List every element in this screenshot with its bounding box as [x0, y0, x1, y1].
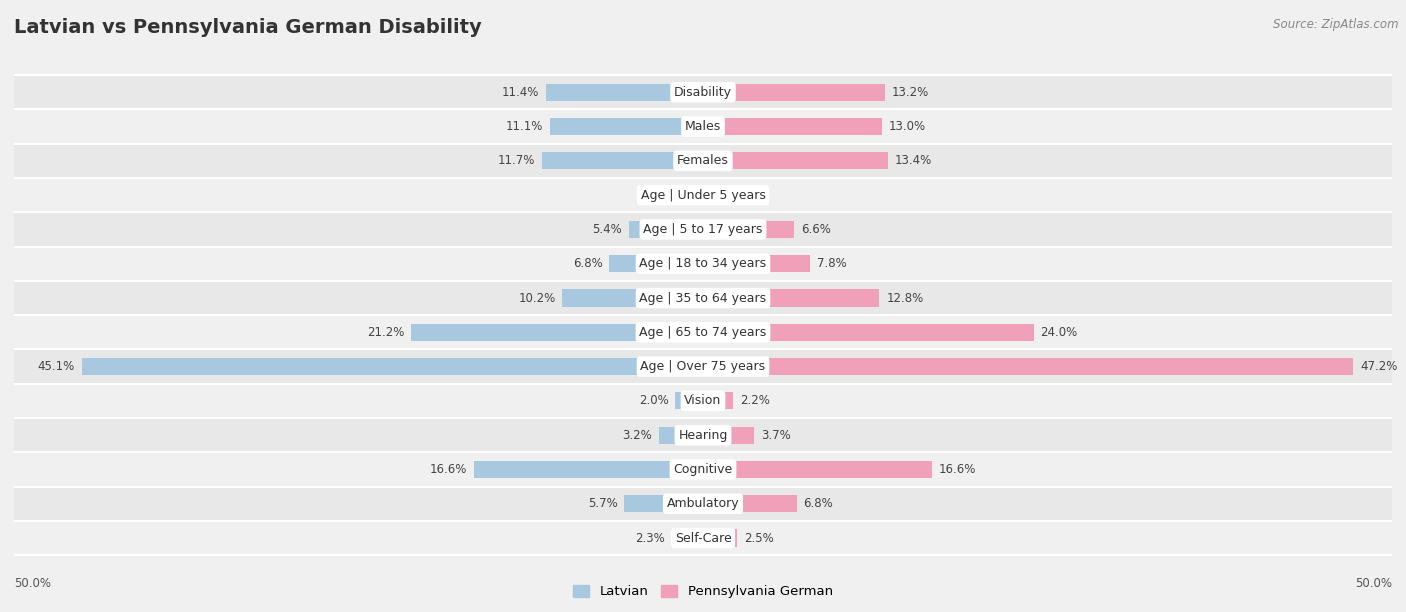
Text: Latvian vs Pennsylvania German Disability: Latvian vs Pennsylvania German Disabilit… [14, 18, 482, 37]
Bar [82, 358, 703, 375]
Text: Age | 35 to 64 years: Age | 35 to 64 years [640, 291, 766, 305]
Bar [671, 529, 703, 547]
Bar [703, 84, 884, 101]
Bar [703, 392, 734, 409]
Bar [703, 255, 810, 272]
Bar [14, 349, 1392, 384]
Bar [14, 418, 1392, 452]
Bar [703, 152, 887, 170]
Text: Self-Care: Self-Care [675, 532, 731, 545]
Bar [659, 427, 703, 444]
Bar [703, 289, 879, 307]
Text: Age | 18 to 34 years: Age | 18 to 34 years [640, 257, 766, 271]
Bar [14, 178, 1392, 212]
Bar [703, 529, 738, 547]
Text: 16.6%: 16.6% [430, 463, 467, 476]
Bar [14, 521, 1392, 555]
Bar [14, 144, 1392, 178]
Text: 11.7%: 11.7% [498, 154, 534, 167]
Bar [541, 152, 703, 170]
Bar [703, 495, 797, 512]
Legend: Latvian, Pennsylvania German: Latvian, Pennsylvania German [568, 580, 838, 603]
Text: 5.4%: 5.4% [592, 223, 621, 236]
Bar [624, 495, 703, 512]
Text: 2.5%: 2.5% [744, 532, 775, 545]
Text: Females: Females [678, 154, 728, 167]
Bar [703, 461, 932, 478]
Bar [14, 212, 1392, 247]
Text: 1.9%: 1.9% [737, 188, 766, 202]
Text: 50.0%: 50.0% [14, 578, 51, 591]
Bar [14, 75, 1392, 110]
Text: Hearing: Hearing [678, 428, 728, 442]
Bar [703, 221, 794, 238]
Bar [703, 427, 754, 444]
Bar [628, 221, 703, 238]
Text: 6.8%: 6.8% [572, 257, 602, 271]
Bar [609, 255, 703, 272]
Bar [675, 392, 703, 409]
Text: 2.2%: 2.2% [740, 394, 770, 408]
Bar [14, 315, 1392, 349]
Text: 13.2%: 13.2% [891, 86, 929, 99]
Text: 5.7%: 5.7% [588, 498, 617, 510]
Text: Age | 5 to 17 years: Age | 5 to 17 years [644, 223, 762, 236]
Bar [546, 84, 703, 101]
Text: Source: ZipAtlas.com: Source: ZipAtlas.com [1274, 18, 1399, 31]
Bar [14, 452, 1392, 487]
Text: Cognitive: Cognitive [673, 463, 733, 476]
Bar [685, 187, 703, 204]
Bar [14, 281, 1392, 315]
Text: 47.2%: 47.2% [1360, 360, 1398, 373]
Text: 2.0%: 2.0% [638, 394, 669, 408]
Text: 21.2%: 21.2% [367, 326, 404, 339]
Text: Males: Males [685, 120, 721, 133]
Text: Age | Under 5 years: Age | Under 5 years [641, 188, 765, 202]
Bar [562, 289, 703, 307]
Text: Vision: Vision [685, 394, 721, 408]
Bar [14, 247, 1392, 281]
Text: 24.0%: 24.0% [1040, 326, 1078, 339]
Text: 10.2%: 10.2% [519, 291, 555, 305]
Text: Disability: Disability [673, 86, 733, 99]
Bar [703, 187, 730, 204]
Text: 12.8%: 12.8% [886, 291, 924, 305]
Text: Ambulatory: Ambulatory [666, 498, 740, 510]
Bar [474, 461, 703, 478]
Text: 7.8%: 7.8% [817, 257, 846, 271]
Text: 1.3%: 1.3% [648, 188, 678, 202]
Bar [703, 118, 882, 135]
Bar [14, 384, 1392, 418]
Bar [703, 324, 1033, 341]
Bar [411, 324, 703, 341]
Text: 50.0%: 50.0% [1355, 578, 1392, 591]
Text: 13.4%: 13.4% [894, 154, 932, 167]
Bar [14, 487, 1392, 521]
Text: 2.3%: 2.3% [634, 532, 665, 545]
Text: 11.1%: 11.1% [506, 120, 543, 133]
Bar [550, 118, 703, 135]
Text: 3.7%: 3.7% [761, 428, 790, 442]
Bar [14, 110, 1392, 144]
Text: 6.8%: 6.8% [804, 498, 834, 510]
Text: Age | Over 75 years: Age | Over 75 years [641, 360, 765, 373]
Text: 3.2%: 3.2% [623, 428, 652, 442]
Text: 45.1%: 45.1% [38, 360, 75, 373]
Text: Age | 65 to 74 years: Age | 65 to 74 years [640, 326, 766, 339]
Text: 13.0%: 13.0% [889, 120, 927, 133]
Text: 11.4%: 11.4% [502, 86, 538, 99]
Text: 6.6%: 6.6% [801, 223, 831, 236]
Bar [703, 358, 1354, 375]
Text: 16.6%: 16.6% [939, 463, 976, 476]
